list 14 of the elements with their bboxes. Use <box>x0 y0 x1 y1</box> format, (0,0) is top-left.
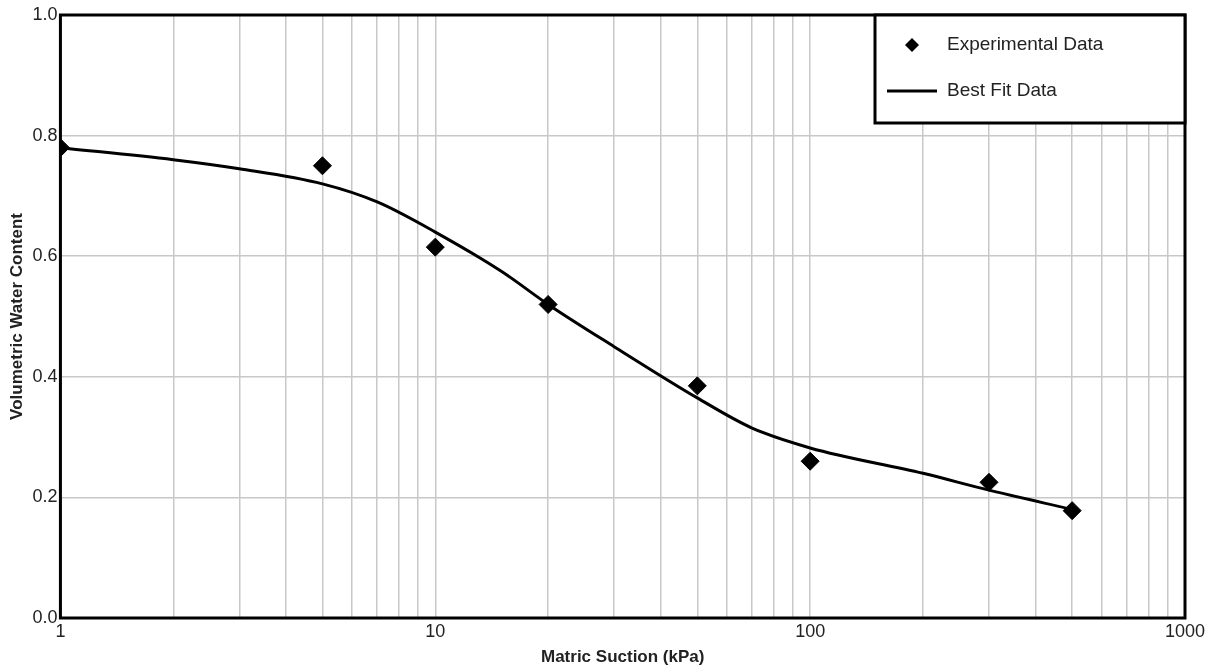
x-tick-label: 1000 <box>1164 620 1206 641</box>
y-tick-label: 0.2 <box>32 486 58 507</box>
y-axis-title: Volumetric Water Content <box>6 212 26 420</box>
x-axis-title: Matric Suction (kPa) <box>541 647 705 667</box>
y-tick-label: 0.4 <box>32 365 58 386</box>
x-tick-label: 1 <box>55 620 66 641</box>
y-tick-label: 0.8 <box>32 124 58 145</box>
y-tick-label: 1.0 <box>32 3 58 24</box>
legend-label: Best Fit Data <box>947 79 1058 101</box>
x-tick-label: 100 <box>795 620 826 641</box>
y-tick-label: 0.6 <box>32 245 58 266</box>
legend-label: Experimental Data <box>947 33 1104 55</box>
y-tick-label: 0.0 <box>32 606 58 627</box>
x-tick-label: 10 <box>425 620 446 641</box>
